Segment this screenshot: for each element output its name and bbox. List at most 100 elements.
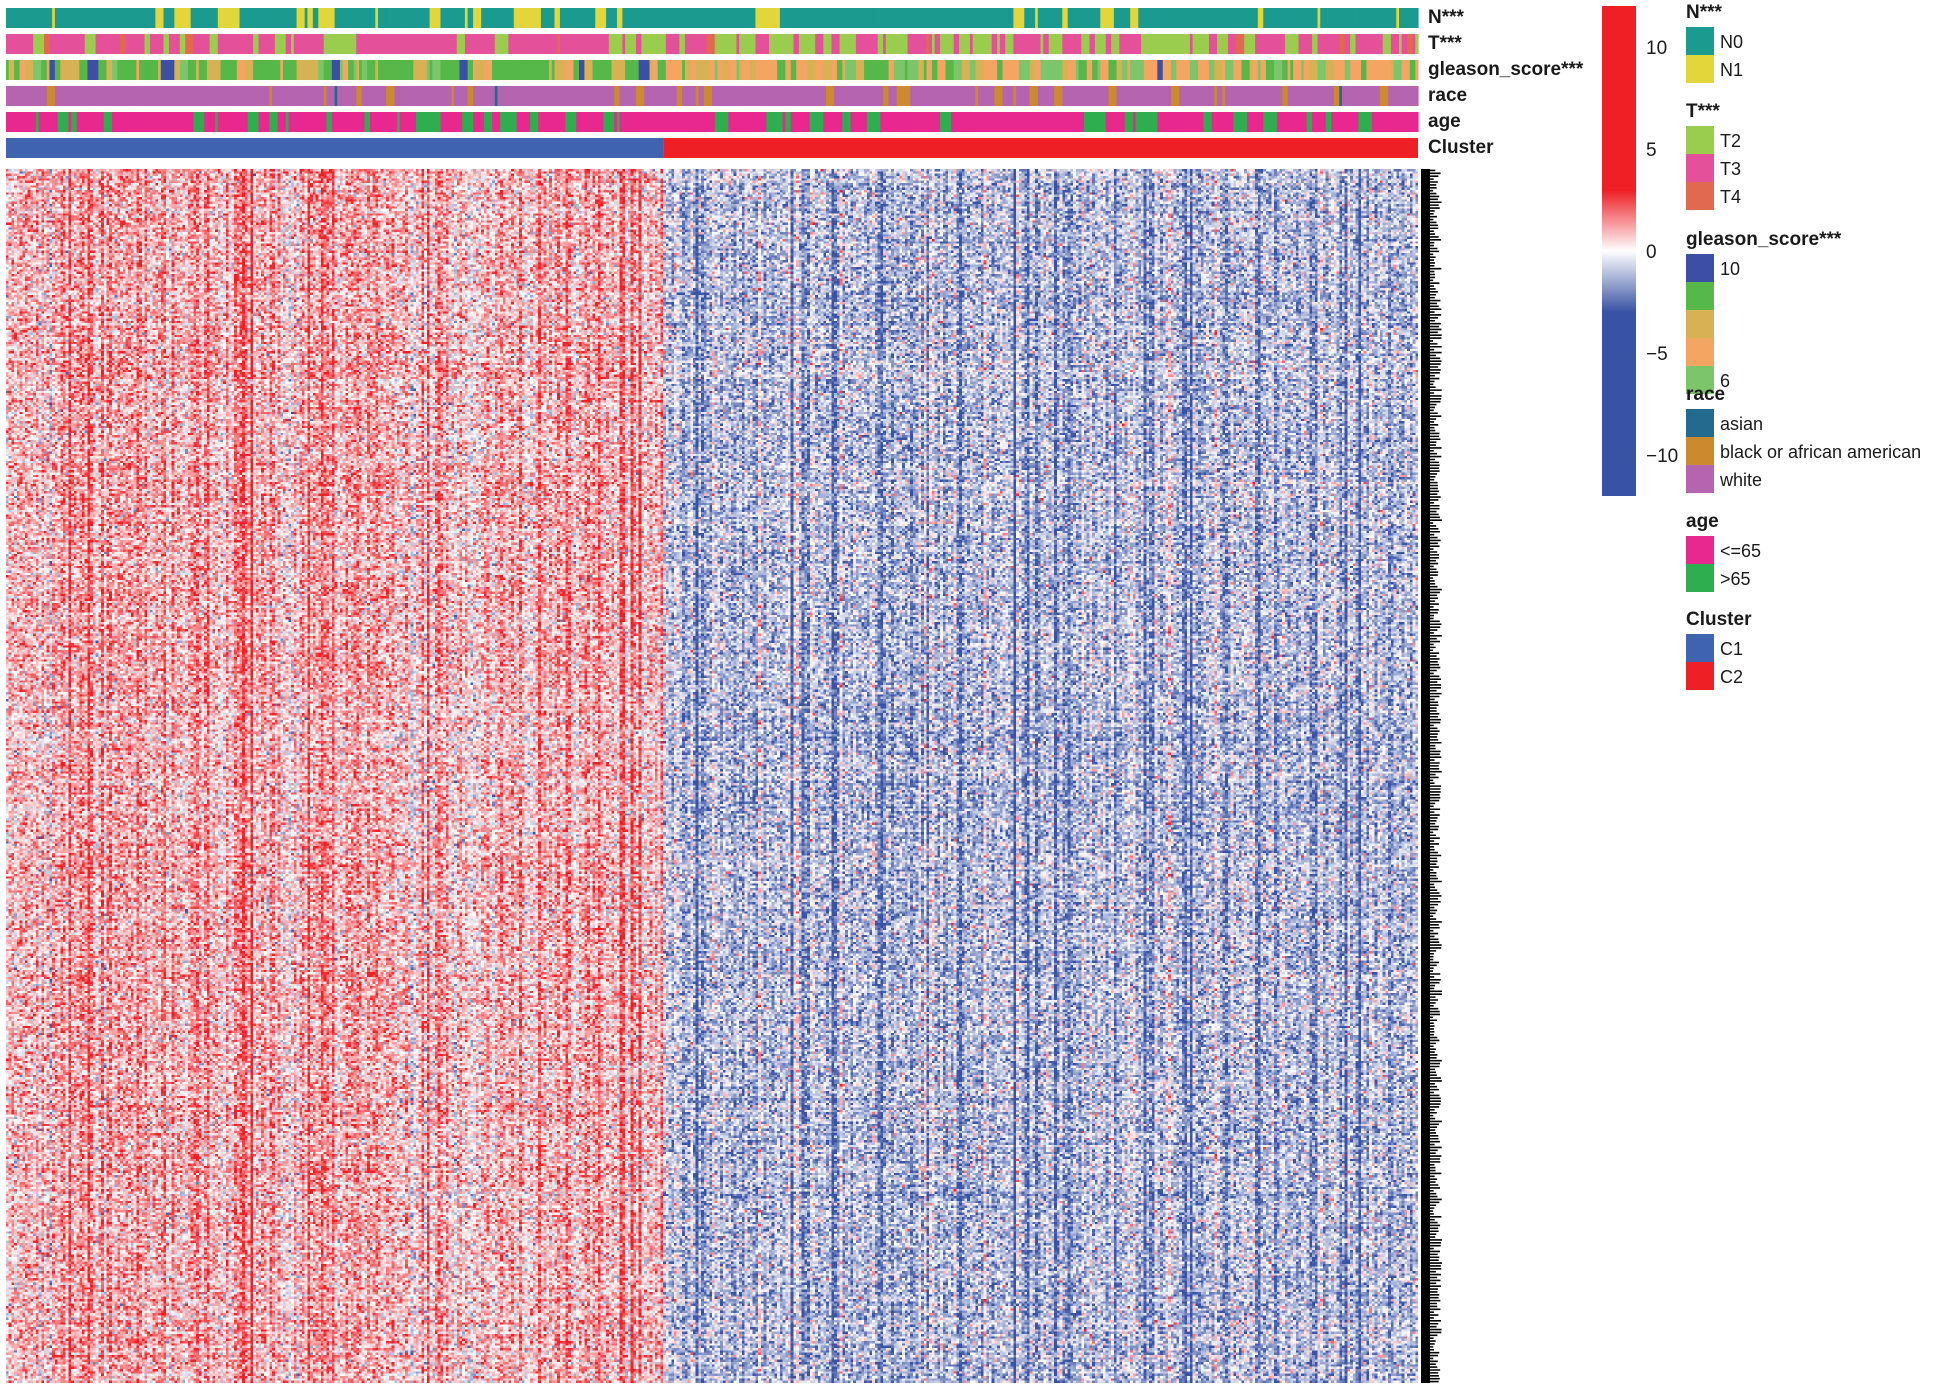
annotation-cell	[1276, 86, 1283, 106]
annotation-cell	[1341, 8, 1354, 28]
annotation-cell	[1013, 34, 1020, 54]
annotation-cell	[1211, 112, 1226, 132]
annotation-cell	[967, 112, 982, 132]
annotation-cell	[660, 112, 672, 132]
annotation-cell	[234, 86, 238, 106]
annotation-cell	[1339, 112, 1346, 132]
annotation-cell	[1303, 34, 1313, 54]
annotation-cell	[236, 34, 241, 54]
annotation-cell	[1257, 60, 1262, 80]
annotation-cell	[959, 86, 966, 106]
annotation-cell	[426, 60, 431, 80]
annotation-cell	[1257, 86, 1267, 106]
annotation-cell	[975, 86, 979, 106]
annotation-cell	[49, 34, 59, 54]
annotation-cell	[665, 60, 672, 80]
annotation-cell	[907, 34, 917, 54]
legend-swatch	[1686, 437, 1714, 465]
annotation-cell	[1279, 34, 1286, 54]
annotation-cell	[1149, 8, 1164, 28]
annotation-cell	[386, 34, 390, 54]
legend-swatch	[1686, 662, 1714, 690]
annotation-cell	[823, 112, 833, 132]
annotation-cell	[600, 86, 607, 106]
annotation-cell	[1035, 60, 1042, 80]
annotation-cell	[1029, 86, 1039, 106]
annotation-cell	[117, 60, 124, 80]
annotation-cell	[301, 60, 311, 80]
annotation-cell	[845, 60, 849, 80]
annotation-cell	[467, 8, 474, 28]
annotation-cell	[462, 8, 466, 28]
annotation-cell	[402, 8, 414, 28]
annotation-cell	[728, 8, 743, 28]
annotation-cell	[399, 112, 404, 132]
legend-entry-label: <=65	[1720, 541, 1761, 561]
annotation-cell	[456, 86, 461, 106]
annotation-cell	[1051, 86, 1055, 106]
annotation-cell	[220, 86, 224, 106]
annotation-cell	[6, 112, 13, 132]
annotation-cell	[823, 34, 833, 54]
annotation-cell	[576, 86, 580, 106]
legend-gleason-score: gleason_score*** 10 6	[1686, 229, 1842, 394]
annotation-cell	[1396, 8, 1400, 28]
annotation-cell	[361, 60, 368, 80]
annotation-cell	[931, 34, 936, 54]
annotation-cell	[695, 8, 710, 28]
annotation-cell	[1184, 60, 1188, 80]
annotation-cell	[356, 86, 363, 106]
annotation-cell	[1151, 60, 1158, 80]
annotation-cell	[912, 8, 928, 28]
annotation-cell	[1246, 112, 1259, 132]
annotation-cell	[880, 112, 887, 132]
annotation-cell	[1070, 112, 1074, 132]
annotation-cell	[209, 112, 216, 132]
annotation-cell	[174, 86, 181, 106]
annotation-cell	[1149, 34, 1161, 54]
annotation-cell	[1214, 86, 1218, 106]
annotation-cell	[652, 60, 659, 80]
annotation-cell	[1170, 34, 1175, 54]
legend-title: gleason_score***	[1686, 229, 1842, 250]
annotation-cell	[291, 34, 295, 54]
annotation-cell	[888, 112, 903, 132]
annotation-cell	[63, 60, 70, 80]
annotation-cell	[1084, 112, 1091, 132]
annotation-cell	[489, 34, 493, 54]
annotation-cell	[1062, 86, 1072, 106]
annotation-cell	[258, 86, 265, 106]
annotation-cell	[641, 34, 656, 54]
annotation-cell	[136, 60, 140, 80]
annotation-cell	[649, 86, 659, 106]
annotation-cell	[429, 8, 442, 28]
annotation-cell	[747, 86, 751, 106]
annotation-cell	[988, 86, 995, 106]
annotation-cell	[473, 112, 485, 132]
annotation-cell	[320, 86, 325, 106]
annotation-cell	[11, 112, 15, 132]
annotation-cell	[1287, 60, 1291, 80]
annotation-cell	[443, 112, 452, 132]
annotation-cell	[369, 34, 376, 54]
annotation-cell	[850, 8, 854, 28]
annotation-cell	[1358, 34, 1368, 54]
annotation-cell	[114, 34, 121, 54]
annotation-cell	[967, 86, 976, 106]
annotation-cell	[364, 86, 371, 106]
annotation-cell	[413, 8, 417, 28]
annotation-cell	[912, 60, 919, 80]
annotation-cell	[969, 60, 976, 80]
annotation-cell	[1116, 60, 1120, 80]
annotation-cell	[282, 60, 292, 80]
annotation-cell	[573, 60, 580, 80]
annotation-cell	[337, 86, 341, 106]
annotation-cell	[1415, 60, 1419, 80]
annotation-cell	[1189, 34, 1194, 54]
annotation-cell	[769, 34, 781, 54]
annotation-cell	[163, 112, 175, 132]
legend-title: race	[1686, 384, 1725, 405]
annotation-cell	[206, 86, 211, 106]
annotation-cell	[1173, 8, 1183, 28]
legend-entry-label: white	[1719, 470, 1762, 490]
